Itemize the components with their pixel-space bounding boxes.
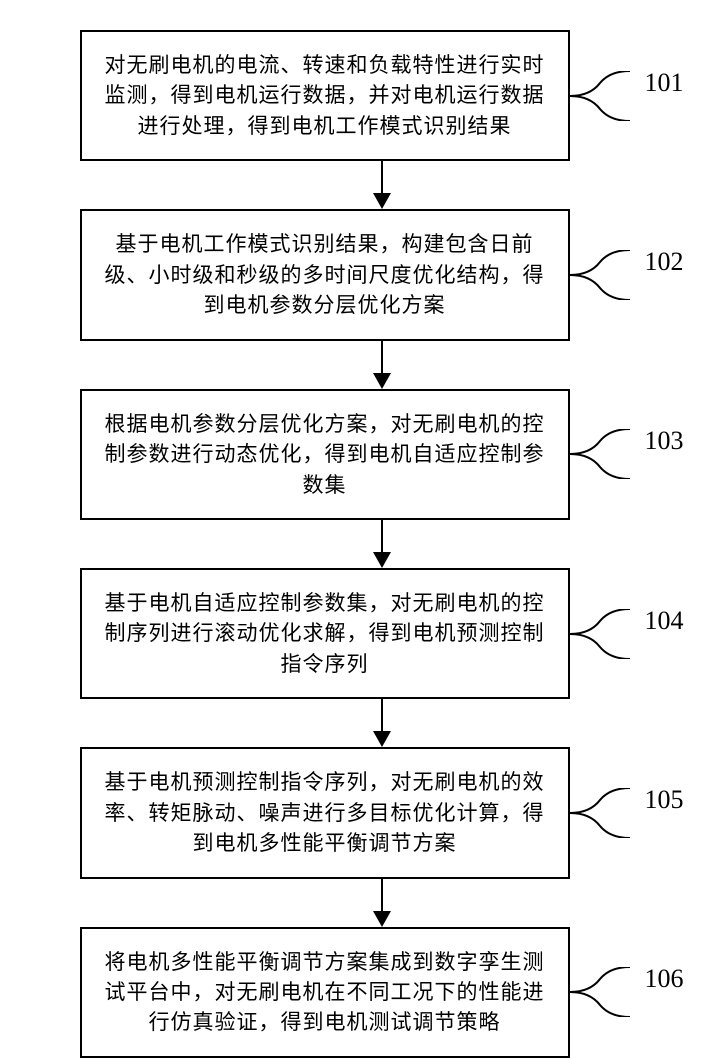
label-connector: 106 (570, 967, 684, 1017)
label-connector: 103 (570, 429, 684, 479)
flowchart-container: 对无刷电机的电流、转速和负载特性进行实时监测，得到电机运行数据，并对电机运行数据… (0, 0, 723, 1058)
step-text: 基于电机预测控制指令序列，对无刷电机的效率、转矩脉动、噪声进行多目标优化计算，得… (105, 770, 545, 855)
step-text: 基于电机工作模式识别结果，构建包含日前级、小时级和秒级的多时间尺度优化结构，得到… (105, 232, 545, 317)
arrow-down-icon (367, 161, 397, 209)
step-label: 104 (645, 606, 684, 636)
arrow-wrap (137, 879, 627, 927)
arrow-down-icon (367, 520, 397, 568)
step-text: 对无刷电机的电流、转速和负载特性进行实时监测，得到电机运行数据，并对电机运行数据… (105, 53, 545, 138)
step-box-101: 对无刷电机的电流、转速和负载特性进行实时监测，得到电机运行数据，并对电机运行数据… (80, 30, 570, 161)
step-row: 基于电机自适应控制参数集，对无刷电机的控制序列进行滚动优化求解，得到电机预测控制… (80, 568, 684, 699)
arrow-wrap (137, 699, 627, 747)
arrow-wrap (137, 520, 627, 568)
arrow-down-icon (367, 341, 397, 389)
step-row: 基于电机预测控制指令序列，对无刷电机的效率、转矩脉动、噪声进行多目标优化计算，得… (80, 747, 684, 878)
step-row: 将电机多性能平衡调节方案集成到数字孪生测试平台中，对无刷电机在不同工况下的性能进… (80, 927, 684, 1058)
step-row: 根据电机参数分层优化方案，对无刷电机的控制参数进行动态优化，得到电机自适应控制参… (80, 389, 684, 520)
label-connector: 101 (570, 71, 684, 121)
step-label: 102 (645, 247, 684, 277)
step-label: 106 (645, 964, 684, 994)
curve-icon (570, 967, 630, 1017)
arrow-wrap (137, 161, 627, 209)
step-row: 对无刷电机的电流、转速和负载特性进行实时监测，得到电机运行数据，并对电机运行数据… (80, 30, 684, 161)
curve-icon (570, 250, 630, 300)
step-label: 105 (645, 785, 684, 815)
label-connector: 105 (570, 788, 684, 838)
arrow-wrap (137, 341, 627, 389)
label-connector: 104 (570, 609, 684, 659)
step-box-106: 将电机多性能平衡调节方案集成到数字孪生测试平台中，对无刷电机在不同工况下的性能进… (80, 927, 570, 1058)
label-connector: 102 (570, 250, 684, 300)
step-text: 根据电机参数分层优化方案，对无刷电机的控制参数进行动态优化，得到电机自适应控制参… (105, 412, 545, 497)
step-label: 103 (645, 426, 684, 456)
curve-icon (570, 788, 630, 838)
step-label: 101 (645, 68, 684, 98)
step-box-103: 根据电机参数分层优化方案，对无刷电机的控制参数进行动态优化，得到电机自适应控制参… (80, 389, 570, 520)
arrow-down-icon (367, 879, 397, 927)
curve-icon (570, 609, 630, 659)
step-box-105: 基于电机预测控制指令序列，对无刷电机的效率、转矩脉动、噪声进行多目标优化计算，得… (80, 747, 570, 878)
curve-icon (570, 429, 630, 479)
step-box-104: 基于电机自适应控制参数集，对无刷电机的控制序列进行滚动优化求解，得到电机预测控制… (80, 568, 570, 699)
step-text: 将电机多性能平衡调节方案集成到数字孪生测试平台中，对无刷电机在不同工况下的性能进… (105, 950, 545, 1035)
arrow-down-icon (367, 699, 397, 747)
step-box-102: 基于电机工作模式识别结果，构建包含日前级、小时级和秒级的多时间尺度优化结构，得到… (80, 209, 570, 340)
step-text: 基于电机自适应控制参数集，对无刷电机的控制序列进行滚动优化求解，得到电机预测控制… (105, 591, 545, 676)
curve-icon (570, 71, 630, 121)
step-row: 基于电机工作模式识别结果，构建包含日前级、小时级和秒级的多时间尺度优化结构，得到… (80, 209, 684, 340)
